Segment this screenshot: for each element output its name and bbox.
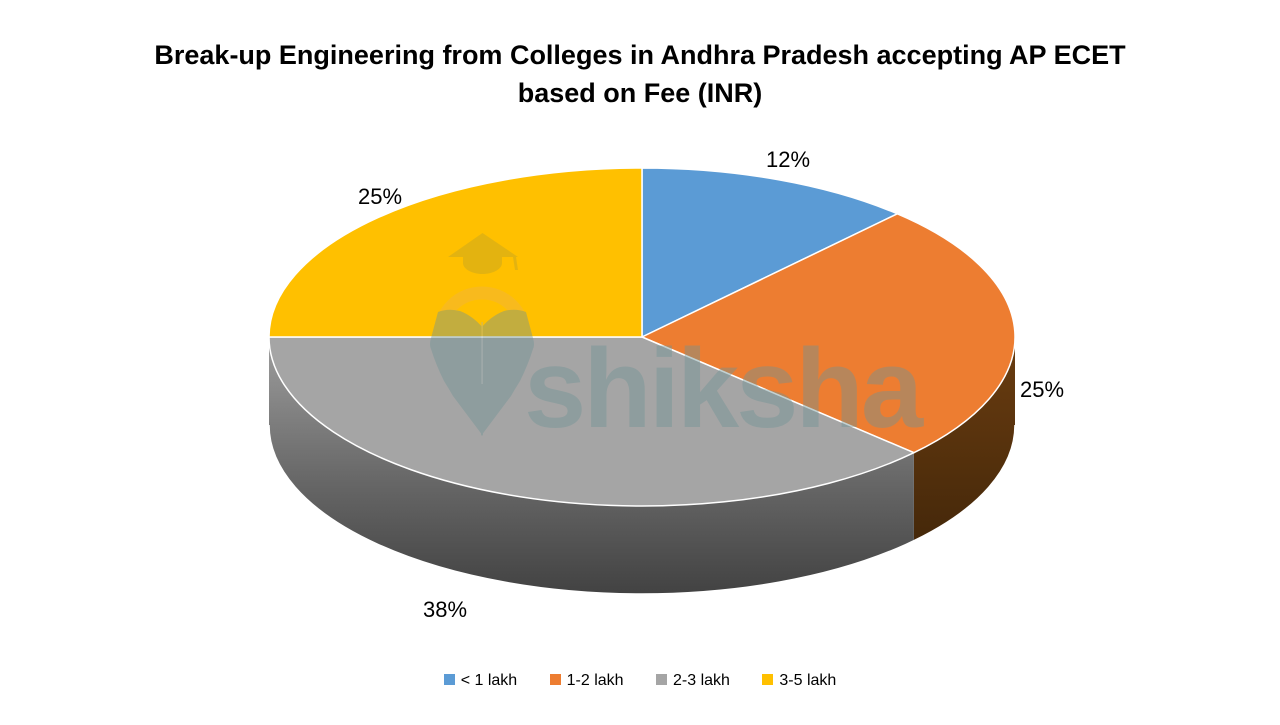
svg-text:shiksha: shiksha [524, 326, 924, 451]
